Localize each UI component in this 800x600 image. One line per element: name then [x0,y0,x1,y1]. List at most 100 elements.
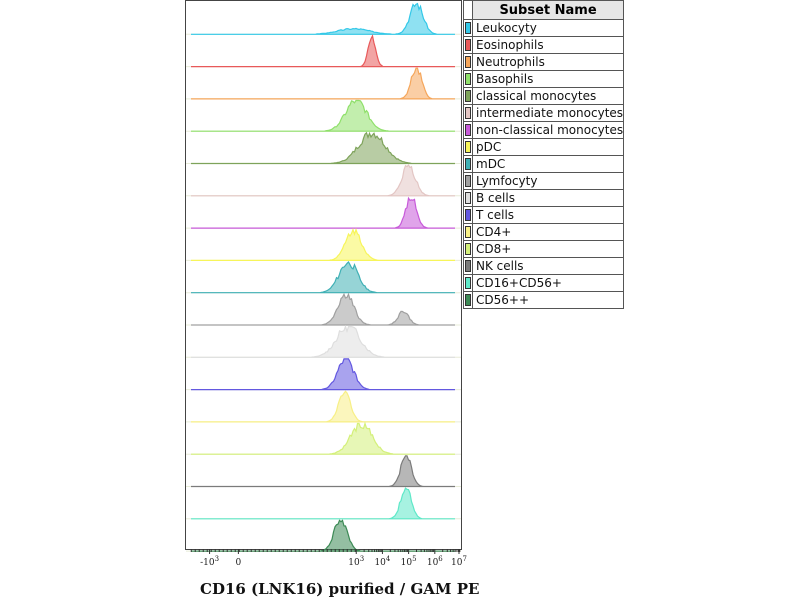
legend-label: Lymfocyty [471,172,625,190]
legend-swatch-cell [463,172,473,190]
x-tick-label: 106 [427,555,443,568]
legend-row: Neutrophils [463,53,625,71]
legend-label: CD8+ [471,240,625,258]
legend-label: Eosinophils [471,36,625,54]
legend-swatch [465,107,471,119]
legend-swatch-cell [463,53,473,71]
legend-swatch-cell [463,155,473,173]
legend-label: Neutrophils [471,53,625,71]
legend-swatch [465,260,471,272]
histogram-t-cells [191,358,455,391]
legend-row: T cells [463,206,625,224]
legend-label: NK cells [471,257,625,275]
histogram-mdc [191,261,455,294]
legend-swatch-cell [463,104,473,122]
histogram-rows [186,2,461,552]
legend-label: Basophils [471,70,625,88]
histogram-cd56- [191,519,455,552]
legend-row: intermediate monocytes [463,104,625,122]
legend-swatch-cell [463,121,473,139]
histogram-leukocyty [191,2,455,35]
legend-swatch [465,22,471,34]
legend-header-blank [463,0,473,20]
histogram-basophils [191,99,455,132]
legend-label: B cells [471,189,625,207]
legend-row: pDC [463,138,625,156]
legend-swatch-cell [463,223,473,241]
legend-label: intermediate monocytes [471,104,625,122]
legend-row: CD56++ [463,291,625,309]
legend-label: Leukocyty [471,19,625,37]
x-axis-ticks: -103 0 103 104 105 106 107 [190,549,467,568]
legend-label: CD56++ [471,291,625,309]
legend-swatch [465,209,471,221]
legend-label: CD4+ [471,223,625,241]
legend-row: Eosinophils [463,36,625,54]
histogram-neutrophils [191,67,455,100]
legend-row: CD16+CD56+ [463,274,625,292]
x-tick-label: -103 [200,555,219,568]
legend-swatch [465,141,471,153]
legend-swatch [465,277,471,289]
legend-swatch [465,158,471,170]
histogram-non-classical-monocytes [191,196,455,229]
legend-label: non-classical monocytes [471,121,625,139]
histogram-cd8- [191,421,455,455]
x-tick-label: 104 [374,555,390,568]
legend-swatch [465,192,471,204]
legend-label: mDC [471,155,625,173]
legend-swatch [465,73,471,85]
legend-label: classical monocytes [471,87,625,105]
legend-swatch [465,39,471,51]
legend-row: mDC [463,155,625,173]
legend-swatch [465,294,471,306]
x-axis-label: CD16 (LNK16) purified / GAM PE [200,580,480,598]
x-tick-label: 103 [348,555,364,568]
legend-row: CD8+ [463,240,625,258]
histogram-lymfocyty [191,292,455,326]
legend-swatch [465,56,471,68]
x-tick-label: 107 [451,555,467,568]
legend-swatch-cell [463,138,473,156]
x-tick-label: 105 [401,555,417,568]
legend-header: Subset Name [471,0,625,20]
histogram-eosinophils [191,34,455,68]
legend-swatch [465,226,471,238]
legend-swatch [465,243,471,255]
legend-row: classical monocytes [463,87,625,105]
legend-swatch-cell [463,257,473,275]
legend-row: Lymfocyty [463,172,625,190]
legend-swatch [465,124,471,136]
legend-swatch-cell [463,240,473,258]
histogram-b-cells [191,324,455,358]
legend-swatch [465,90,471,102]
legend-label: pDC [471,138,625,156]
legend-swatch-cell [463,274,473,292]
histogram-classical-monocytes [191,131,455,165]
legend-row: NK cells [463,257,625,275]
legend-header-row: Subset Name [463,0,625,20]
legend-swatch-cell [463,70,473,88]
legend-row: Basophils [463,70,625,88]
legend-body: Leukocyty Eosinophils Neutrophils Basophils… [463,19,625,309]
legend-row: non-classical monocytes [463,121,625,139]
histogram-nk-cells [191,455,455,488]
x-tick-label: 0 [236,558,242,568]
legend-row: B cells [463,189,625,207]
legend-swatch [465,175,471,187]
histogram-cd16-cd56- [191,487,455,520]
legend-swatch-cell [463,189,473,207]
histogram-cd4- [191,390,455,423]
histogram-intermediate-monocytes [191,164,455,197]
legend-row: Leukocyty [463,19,625,37]
legend-label: T cells [471,206,625,224]
legend-table: Subset Name Leukocyty Eosinophils Neutroph… [463,0,625,309]
legend-swatch-cell [463,87,473,105]
legend-swatch-cell [463,291,473,309]
legend-row: CD4+ [463,223,625,241]
legend-swatch-cell [463,206,473,224]
legend-label: CD16+CD56+ [471,274,625,292]
legend-swatch-cell [463,19,473,37]
legend-swatch-cell [463,36,473,54]
